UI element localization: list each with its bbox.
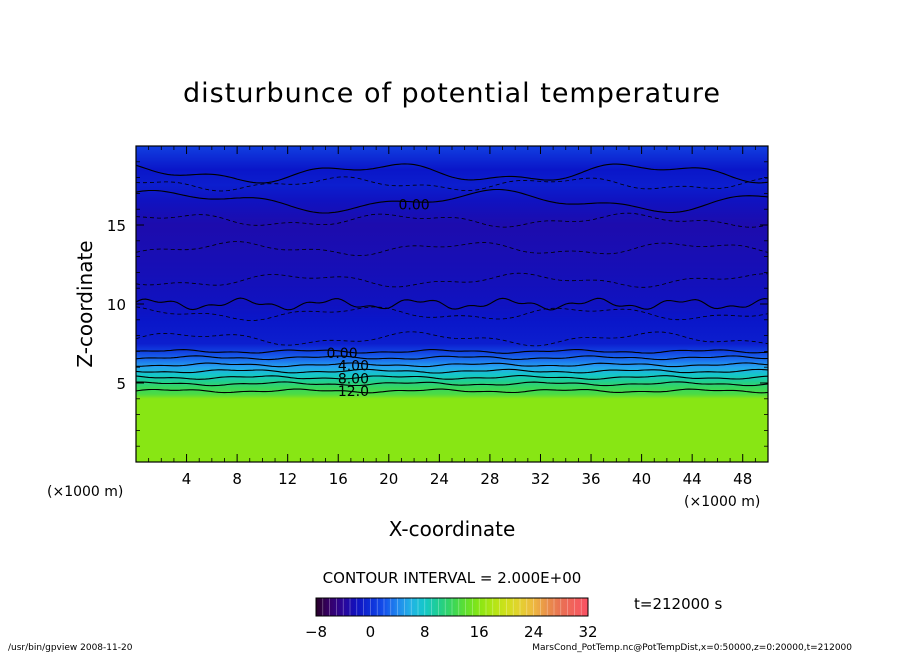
colorbar-tick-label: −8 bbox=[305, 623, 327, 641]
colorbar-stripes bbox=[322, 598, 582, 616]
x-tick-label: 4 bbox=[182, 470, 192, 488]
contour-line bbox=[135, 163, 769, 184]
contour-line bbox=[135, 297, 769, 311]
contour-label: 4.00 bbox=[338, 359, 369, 375]
x-tick-label: 32 bbox=[531, 470, 550, 488]
contour-line bbox=[135, 355, 769, 361]
colorbar-ticks: −8 0 8 16 24 32 bbox=[305, 623, 598, 641]
contour-interval-text: CONTOUR INTERVAL = 2.000E+00 bbox=[323, 569, 582, 587]
contour-label: 0.00 bbox=[398, 197, 429, 213]
footer-left: /usr/bin/gpview 2008-11-20 bbox=[8, 643, 133, 653]
contour-label: 8.00 bbox=[338, 371, 369, 387]
chart-title: disturbunce of potential temperature bbox=[183, 78, 721, 109]
y-tick-label: 15 bbox=[107, 217, 126, 235]
x-tick-label: 36 bbox=[581, 470, 600, 488]
colorbar-tick-label: 0 bbox=[366, 623, 376, 641]
contour-line bbox=[135, 306, 769, 321]
y-axis-label: Z-coordinate bbox=[73, 240, 97, 367]
footer-right: MarsCond_PotTemp.nc@PotTempDist,x=0:5000… bbox=[532, 643, 852, 653]
colorbar-tick-label: 32 bbox=[578, 623, 597, 641]
x-tick-label: 24 bbox=[430, 470, 449, 488]
y-tick-label: 5 bbox=[116, 375, 126, 393]
x-unit-label-left: (×1000 m) bbox=[47, 484, 123, 500]
colorbar-tick-label: 16 bbox=[470, 623, 489, 641]
time-label: t=212000 s bbox=[634, 595, 722, 613]
x-tick-label: 16 bbox=[329, 470, 348, 488]
contour-line bbox=[135, 375, 769, 380]
x-tick-label: 40 bbox=[632, 470, 651, 488]
x-tick-label: 12 bbox=[278, 470, 297, 488]
colorbar-tick-label: 8 bbox=[420, 623, 430, 641]
contour-line bbox=[135, 176, 769, 192]
colorbar-frame bbox=[315, 597, 589, 617]
x-tick-label: 20 bbox=[379, 470, 398, 488]
colorbar-tick-label: 24 bbox=[524, 623, 543, 641]
x-unit-label-right: (×1000 m) bbox=[684, 494, 760, 510]
y-axis: 5 10 15 bbox=[107, 161, 768, 447]
contour-line bbox=[135, 212, 769, 228]
x-tick-label: 28 bbox=[480, 470, 499, 488]
contour-line bbox=[135, 368, 769, 374]
contour-line bbox=[135, 272, 769, 288]
contour-lines bbox=[135, 163, 769, 394]
x-tick-label: 8 bbox=[232, 470, 242, 488]
colorbar: −8 0 8 16 24 32 bbox=[305, 597, 598, 641]
heatmap-field bbox=[136, 146, 768, 462]
contour-label: 0.00 bbox=[326, 346, 357, 362]
y-tick-label: 10 bbox=[107, 296, 126, 314]
contour-line bbox=[135, 381, 769, 387]
x-axis: 4 8 12 16 20 24 28 32 36 40 44 48 bbox=[148, 146, 756, 488]
x-tick-label: 48 bbox=[733, 470, 752, 488]
colorbar-fill bbox=[316, 598, 588, 616]
contour-line bbox=[135, 388, 769, 394]
contour-line bbox=[135, 241, 769, 256]
x-tick-label: 44 bbox=[683, 470, 702, 488]
x-axis-label: X-coordinate bbox=[389, 517, 516, 541]
contour-line bbox=[135, 348, 769, 354]
contour-label: 12.0 bbox=[338, 384, 369, 400]
contour-line bbox=[135, 331, 769, 347]
contour-line bbox=[136, 362, 769, 368]
contour-line bbox=[135, 188, 769, 214]
